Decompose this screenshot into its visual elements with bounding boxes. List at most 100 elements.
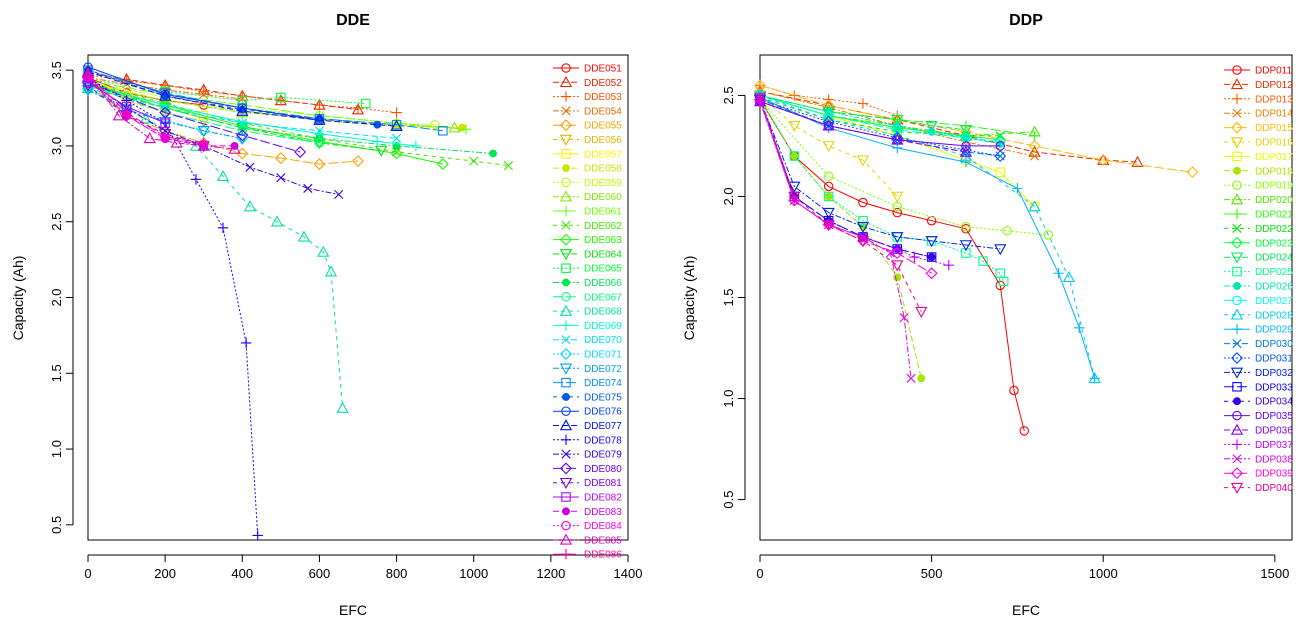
dde-legend-marker bbox=[562, 507, 570, 516]
dde-y-tick-label: 1.5 bbox=[49, 364, 64, 382]
dde-legend-label: DDE079 bbox=[584, 450, 622, 461]
dde-data-point bbox=[294, 146, 307, 158]
dde-series-line bbox=[87, 74, 204, 144]
ddp-legend-label: DDP034 bbox=[1255, 397, 1293, 408]
dde-legend-label: DDE081 bbox=[584, 478, 622, 489]
dde-plot-frame bbox=[87, 54, 629, 541]
ddp-series-line bbox=[759, 97, 922, 312]
dde-legend-item: DDE051 bbox=[553, 63, 622, 75]
dde-legend-item: DDE086 bbox=[553, 549, 622, 561]
dde-legend-label: DDE075 bbox=[584, 392, 622, 403]
dde-legend-item: DDE069 bbox=[553, 320, 622, 332]
dde-legend-marker bbox=[559, 419, 573, 431]
ddp-data-point bbox=[856, 236, 870, 248]
dde-legend-item: DDE056 bbox=[553, 134, 622, 146]
ddp-legend-marker bbox=[1232, 382, 1242, 392]
dde-data-point bbox=[236, 133, 249, 145]
dde-legend-label: DDE076 bbox=[584, 407, 622, 418]
ddp-legend-label: DDP037 bbox=[1255, 440, 1293, 451]
ddp-data-point bbox=[961, 222, 971, 232]
dde-legend-marker bbox=[561, 63, 571, 73]
ddp-data-point bbox=[891, 260, 904, 272]
ddp-legend-item: DDP018 bbox=[1224, 166, 1293, 177]
ddp-legend-marker bbox=[1230, 308, 1244, 320]
ddp-legend-label: DDP040 bbox=[1255, 483, 1293, 494]
ddp-data-point bbox=[824, 192, 833, 201]
dde-series-line bbox=[87, 77, 243, 100]
dde-legend-label: DDE058 bbox=[584, 164, 622, 175]
ddp-data-point bbox=[925, 236, 938, 248]
dde-data-point bbox=[236, 104, 249, 116]
dde-legend-item: DDE052 bbox=[553, 75, 622, 89]
dde-legend-item: DDE077 bbox=[553, 419, 622, 432]
dde-legend-marker bbox=[560, 434, 572, 445]
ddp-data-point bbox=[823, 94, 834, 105]
ddp-data-point bbox=[892, 201, 903, 212]
ddp-data-point bbox=[1028, 139, 1041, 152]
ddp-y-tick-label: 0.5 bbox=[721, 491, 736, 509]
ddp-series-line bbox=[759, 99, 1025, 432]
dde-x-tick-label: 200 bbox=[154, 566, 176, 581]
dde-data-point bbox=[237, 103, 248, 113]
dde-data-point bbox=[352, 155, 364, 168]
dde-plot: DDE EFC Capacity (Ah) 0 200 400 600 800 1000 1… bbox=[10, 12, 642, 618]
dde-series-DDE074 bbox=[83, 65, 448, 136]
ddp-data-point bbox=[789, 151, 800, 161]
ddp-legend-label: DDP027 bbox=[1255, 296, 1293, 307]
dde-legend-marker bbox=[559, 477, 573, 490]
ddp-data-point bbox=[822, 119, 835, 131]
ddp-legend-item: DDP037 bbox=[1224, 439, 1293, 451]
ddp-legend-label: DDP030 bbox=[1255, 339, 1293, 350]
ddp-legend-marker bbox=[1231, 439, 1243, 450]
dde-legend-label: DDE085 bbox=[584, 535, 622, 546]
dde-x-tick-label: 0 bbox=[84, 566, 91, 581]
dde-y-tick-label: 3.0 bbox=[49, 137, 64, 155]
dde-legend-label: DDE067 bbox=[584, 292, 622, 303]
dde-data-point bbox=[159, 89, 172, 101]
ddp-legend-marker bbox=[1232, 108, 1242, 118]
dde-legend-marker bbox=[560, 91, 572, 102]
dde-legend-item: DDE057 bbox=[553, 149, 622, 160]
ddp-legend-label: DDP029 bbox=[1255, 325, 1293, 336]
ddp-legend-label: DDP036 bbox=[1255, 426, 1293, 437]
ddp-legend-item: DDP015 bbox=[1224, 121, 1293, 134]
ddp-legend-marker bbox=[1230, 137, 1244, 149]
ddp-data-point bbox=[1019, 426, 1030, 436]
dde-legend-item: DDE074 bbox=[553, 377, 622, 389]
dde-data-point bbox=[159, 106, 172, 119]
ddp-legend-label: DDP011 bbox=[1255, 66, 1292, 77]
ddp-x-tick-label: 1500 bbox=[1260, 566, 1289, 581]
dde-title: DDE bbox=[336, 12, 370, 29]
dde-y-tick-label: 2.5 bbox=[49, 213, 64, 231]
dde-x-tick-label: 800 bbox=[386, 566, 408, 581]
dde-legend-label: DDE056 bbox=[584, 135, 622, 146]
ddp-legend-item: DDP038 bbox=[1224, 454, 1293, 465]
dde-data-point bbox=[314, 126, 325, 136]
ddp-data-point bbox=[1002, 226, 1012, 236]
ddp-legend-item: DDP020 bbox=[1224, 193, 1293, 206]
ddp-legend-label: DDP025 bbox=[1255, 267, 1293, 278]
dde-data-point bbox=[324, 265, 338, 277]
dde-legend-marker bbox=[561, 106, 571, 116]
dde-data-point bbox=[317, 245, 330, 257]
dde-x-tick-label: 1000 bbox=[459, 566, 488, 581]
ddp-legend-label: DDP016 bbox=[1255, 138, 1293, 149]
ddp-data-point bbox=[1074, 322, 1085, 334]
dde-data-point bbox=[217, 222, 229, 233]
ddp-legend-marker bbox=[1231, 324, 1243, 335]
dde-data-point bbox=[121, 107, 132, 118]
ddp-legend-item: DDP013 bbox=[1224, 93, 1293, 105]
dde-data-point bbox=[159, 129, 172, 141]
ddp-legend-marker bbox=[1233, 166, 1241, 175]
dde-legend-label: DDE059 bbox=[584, 178, 622, 189]
ddp-legend-label: DDP024 bbox=[1255, 253, 1293, 264]
dde-legend-item: DDE066 bbox=[553, 278, 622, 289]
dde-data-point bbox=[275, 95, 287, 106]
dde-legend-label: DDE072 bbox=[584, 364, 622, 375]
ddp-data-point bbox=[899, 313, 909, 323]
dde-data-point bbox=[390, 119, 403, 131]
ddp-legend-marker bbox=[1233, 397, 1241, 406]
dde-data-point bbox=[313, 158, 326, 171]
dde-legend-item: DDE064 bbox=[553, 249, 622, 260]
dde-legend-item: DDE063 bbox=[553, 233, 622, 246]
